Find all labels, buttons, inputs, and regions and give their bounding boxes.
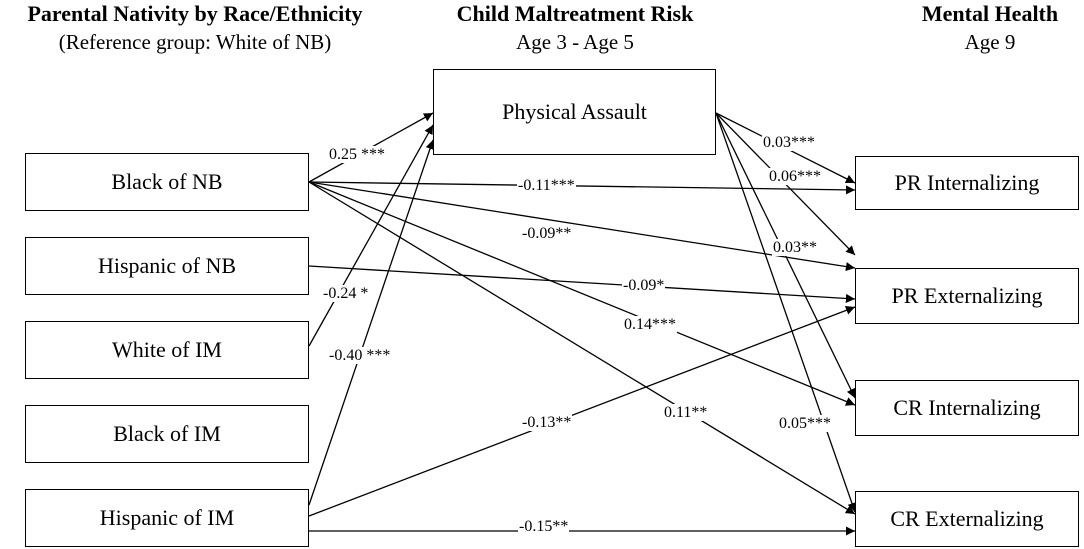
coef-hispanic-nb-to-pr-externalizing: -0.09* <box>622 277 666 294</box>
coef-physical-assault-to-pr-externalizing: 0.06*** <box>768 168 822 185</box>
node-physical-assault: Physical Assault <box>433 69 716 155</box>
coef-white-im-to-physical-assault: -0.24 * <box>322 285 370 302</box>
path-black-nb-to-pr-externalizing <box>308 181 856 272</box>
node-pr-externalizing: PR Externalizing <box>855 268 1079 324</box>
coef-black-nb-to-cr-internalizing: 0.14*** <box>623 316 677 333</box>
node-black-im: Black of IM <box>25 405 309 463</box>
path-white-im-to-physical-assault <box>308 124 434 347</box>
path-black-nb-to-cr-externalizing <box>308 181 856 515</box>
node-pr-internalizing: PR Internalizing <box>855 156 1079 210</box>
path-black-nb-to-cr-internalizing <box>308 181 856 406</box>
coef-physical-assault-to-cr-internalizing: 0.03** <box>772 239 818 256</box>
coef-black-nb-to-pr-externalizing: -0.09** <box>521 225 573 242</box>
path-hispanic-im-to-physical-assault <box>308 139 435 506</box>
header-left-subtitle: (Reference group: White of NB) <box>58 30 332 54</box>
coef-hispanic-im-to-cr-externalizing: -0.15** <box>518 518 570 535</box>
header-left: Parental Nativity by Race/Ethnicity (Ref… <box>0 0 390 56</box>
coef-black-nb-to-cr-externalizing: 0.11** <box>663 404 709 421</box>
header-right-title: Mental Health <box>921 1 1059 26</box>
path-physical-assault-to-cr-externalizing <box>715 112 857 513</box>
coef-black-nb-to-physical-assault: 0.25 *** <box>328 146 386 163</box>
node-white-im: White of IM <box>25 321 309 379</box>
header-left-title: Parental Nativity by Race/Ethnicity <box>27 1 363 26</box>
node-cr-externalizing: CR Externalizing <box>855 491 1079 547</box>
coef-black-nb-to-pr-internalizing: -0.11*** <box>517 177 576 194</box>
coef-physical-assault-to-pr-internalizing: 0.03*** <box>762 134 816 151</box>
coef-hispanic-im-to-physical-assault: -0.40 *** <box>328 347 392 364</box>
coef-physical-assault-to-cr-externalizing: 0.05*** <box>778 415 832 432</box>
path-black-nb-to-pr-internalizing <box>308 181 856 195</box>
coef-hispanic-im-to-pr-externalizing: -0.13** <box>521 414 573 431</box>
header-middle-title: Child Maltreatment Risk <box>456 1 694 26</box>
node-cr-internalizing: CR Internalizing <box>855 380 1079 436</box>
node-black-nb: Black of NB <box>25 153 309 211</box>
node-hispanic-im: Hispanic of IM <box>25 489 309 547</box>
header-right: Mental Health Age 9 <box>900 0 1080 56</box>
path-hispanic-im-to-pr-externalizing <box>308 306 856 517</box>
path-hispanic-nb-to-pr-externalizing <box>308 265 856 303</box>
header-middle-subtitle: Age 3 - Age 5 <box>516 30 634 54</box>
node-hispanic-nb: Hispanic of NB <box>25 237 309 295</box>
header-middle: Child Maltreatment Risk Age 3 - Age 5 <box>433 0 717 56</box>
header-right-subtitle: Age 9 <box>964 30 1016 54</box>
